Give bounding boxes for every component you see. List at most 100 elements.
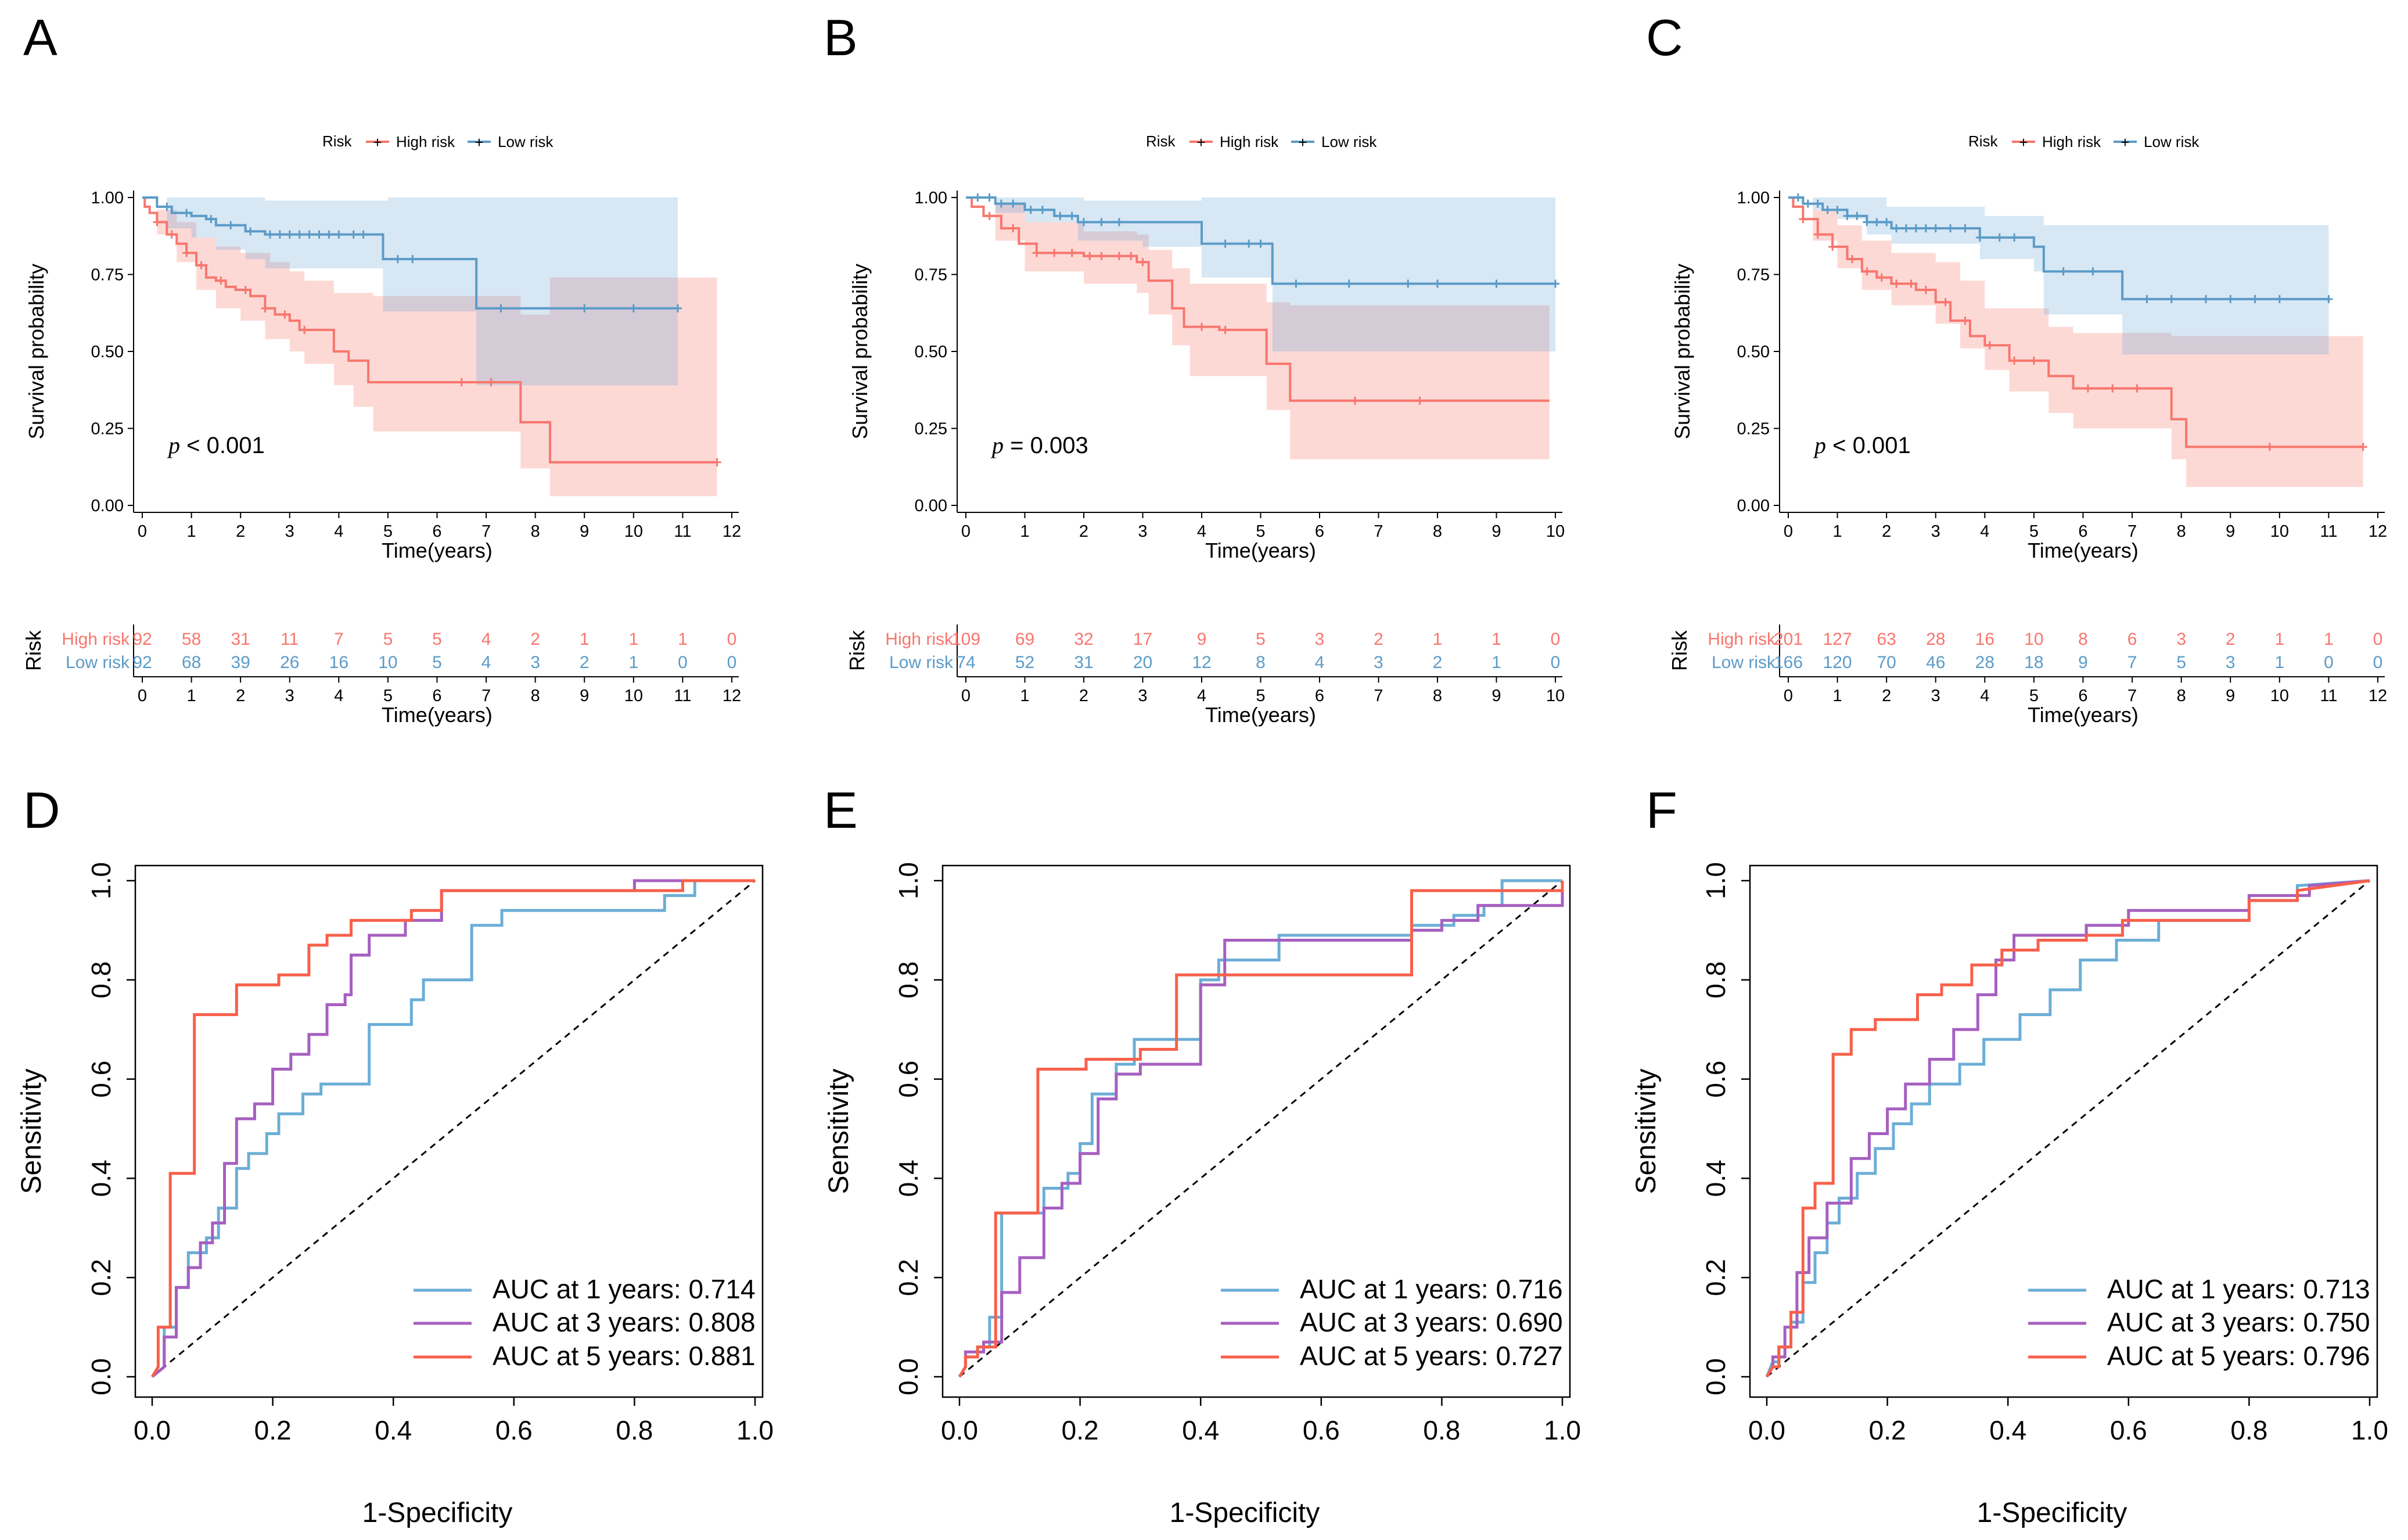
legend-title: Risk (1968, 132, 1999, 150)
censor-mark (1823, 206, 1832, 214)
censor-mark (2010, 233, 2019, 242)
y-tick-label: 0.50 (915, 343, 947, 361)
plot-frame (941, 864, 1571, 1398)
censor-mark (1068, 211, 1076, 220)
censor-mark (1080, 218, 1088, 227)
confidence-band (966, 198, 1550, 460)
y-tick-label: 0.6 (1701, 1061, 1731, 1098)
km-legend: Risk + High risk + Low risk (322, 132, 554, 151)
x-tick-label: 0.0 (1748, 1415, 1785, 1445)
legend-key-plus: + (1196, 134, 1205, 151)
y-tick-label: 1.0 (86, 862, 116, 899)
risk-count: 0 (678, 653, 688, 672)
risk-x-tick-label: 3 (285, 687, 294, 705)
censor-mark (1828, 242, 1837, 251)
y-tick-label: 0.6 (893, 1061, 923, 1098)
risk-count: 2 (1374, 630, 1383, 649)
x-tick-label: 10 (2270, 522, 2289, 541)
censor-mark (1292, 279, 1300, 288)
risk-row-label: High risk (62, 630, 130, 649)
risk-x-tick-label: 9 (580, 687, 589, 705)
x-tick-label: 0 (1784, 522, 1793, 541)
risk-count: 0 (2373, 630, 2383, 649)
censor-mark (1813, 230, 1822, 239)
censor-mark (265, 230, 274, 239)
risk-x-tick-label: 8 (1433, 687, 1442, 705)
x-axis-title: Time(years) (1205, 539, 1316, 562)
x-tick-label: 6 (2078, 522, 2087, 541)
censor-mark (1221, 325, 1230, 334)
risk-count: 127 (1823, 630, 1852, 649)
censor-mark (305, 230, 314, 239)
censor-mark (1138, 258, 1147, 267)
x-tick-label: 10 (1546, 522, 1565, 541)
x-tick-label: 4 (334, 522, 343, 541)
risk-row-label: Low risk (1712, 653, 1776, 672)
risk-count: 5 (432, 630, 442, 649)
risk-count: 1 (580, 630, 590, 649)
risk-table-title: Risk (1667, 630, 1691, 671)
x-tick-label: 8 (531, 522, 540, 541)
x-axis-title: Time(years) (382, 539, 493, 562)
panel-letter-e: E (824, 781, 858, 839)
legend-label: High risk (396, 133, 455, 150)
panel-letter-f: F (1646, 781, 1677, 839)
risk-count: 5 (1256, 630, 1266, 649)
risk-count: 0 (727, 630, 737, 649)
risk-count: 18 (2024, 653, 2043, 672)
legend-label: AUC at 3 years: 0.690 (1300, 1307, 1563, 1337)
censor-mark (1843, 211, 1852, 220)
censor-mark (1941, 298, 1950, 307)
y-tick-label: 0.6 (86, 1061, 116, 1098)
censor-mark (1256, 239, 1265, 248)
censor-mark (497, 304, 505, 313)
risk-count: 5 (432, 653, 442, 672)
censor-mark (1056, 211, 1065, 220)
y-tick-label: 0.00 (1737, 497, 1770, 515)
risk-count: 1 (1433, 630, 1443, 649)
risk-count: 120 (1823, 653, 1852, 672)
risk-x-tick-label: 5 (383, 687, 393, 705)
x-tick-label: 12 (2369, 522, 2387, 541)
risk-count: 10 (2024, 630, 2043, 649)
censor-mark (335, 230, 343, 239)
panel-letter-b: B (824, 9, 858, 66)
y-tick-label: 0.75 (1737, 266, 1770, 285)
risk-x-tick-label: 12 (2369, 687, 2387, 705)
x-tick-label: 2 (1079, 522, 1088, 541)
censor-mark (325, 230, 333, 239)
y-tick-label: 0.2 (86, 1259, 116, 1296)
legend-label: AUC at 5 years: 0.727 (1300, 1341, 1563, 1371)
censor-mark (167, 230, 176, 239)
y-tick-label: 0.0 (1701, 1358, 1731, 1395)
censor-mark (1946, 224, 1955, 232)
risk-count: 0 (727, 653, 737, 672)
censor-mark (1026, 206, 1035, 214)
censor-mark (1961, 224, 1969, 232)
risk-count: 1 (2274, 653, 2284, 672)
y-axis-title: Sensitivity (1631, 1068, 1662, 1194)
risk-count: 32 (1074, 630, 1093, 649)
y-axis-title: Sensitivity (16, 1068, 47, 1194)
censor-mark (1415, 396, 1424, 405)
censor-mark (1097, 218, 1106, 227)
y-axis-title: Survival probability (24, 264, 48, 439)
risk-count: 3 (1374, 653, 1383, 672)
risk-count: 92 (132, 653, 152, 672)
risk-count: 26 (280, 653, 299, 672)
risk-count: 1 (1491, 630, 1501, 649)
risk-count: 69 (1015, 630, 1034, 649)
x-tick-label: 0.2 (254, 1415, 292, 1445)
y-tick-label: 0.8 (86, 961, 116, 999)
y-tick-label: 0.75 (91, 266, 124, 285)
legend-label: Low risk (2144, 133, 2199, 150)
x-tick-label: 6 (432, 522, 441, 541)
y-tick-label: 1.0 (893, 862, 923, 899)
risk-table-title: Risk (21, 630, 45, 671)
x-tick-label: 0.6 (1303, 1415, 1340, 1445)
x-tick-label: 10 (624, 522, 643, 541)
risk-count: 2 (580, 653, 590, 672)
km-panel-a: Risk + High risk + Low risk 0.00 0.25 0.50 0.75 1… (21, 132, 741, 727)
reference-diagonal (1766, 880, 2370, 1378)
censor-mark (1492, 279, 1501, 288)
